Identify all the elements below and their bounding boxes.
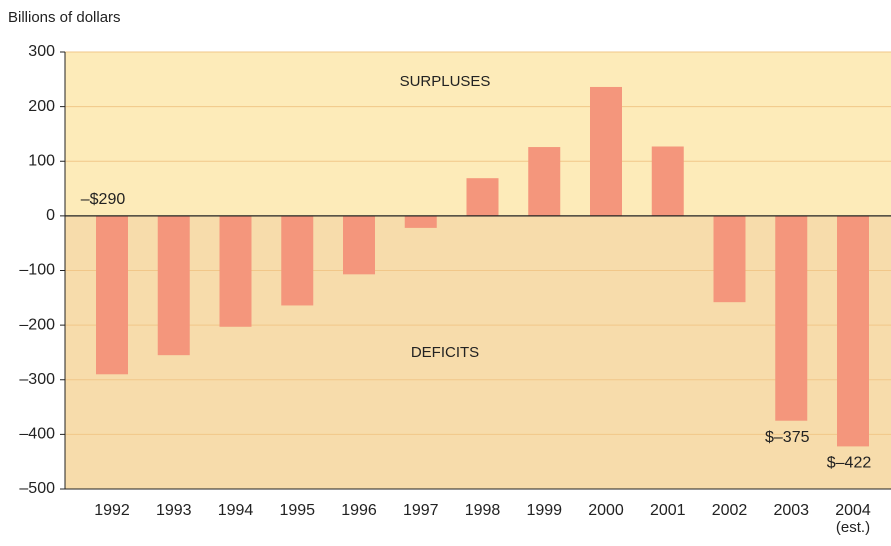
bar xyxy=(343,215,375,275)
bar xyxy=(281,215,314,306)
x-tick-label: 1992 xyxy=(94,502,130,519)
x-tick-label: 1998 xyxy=(465,502,501,519)
y-tick-label: –300 xyxy=(19,371,55,388)
bar xyxy=(775,215,808,421)
deficit-region xyxy=(65,215,891,489)
y-axis-label: Billions of dollars xyxy=(8,9,121,26)
x-tick-label: 1994 xyxy=(218,502,254,519)
bar xyxy=(713,215,746,303)
bar xyxy=(96,215,128,375)
annotation: DEFICITS xyxy=(411,344,479,361)
y-tick-label: –200 xyxy=(19,316,55,333)
bar xyxy=(219,215,252,327)
y-tick-label: 200 xyxy=(28,98,55,115)
x-tick-label: 1996 xyxy=(341,502,377,519)
y-tick-label: –500 xyxy=(19,480,55,497)
y-tick-label: –100 xyxy=(19,262,55,279)
data-label: –$290 xyxy=(81,191,126,208)
annotation: (est.) xyxy=(836,519,870,536)
bar xyxy=(837,215,869,447)
data-label: $–422 xyxy=(827,455,872,472)
x-tick-label: 1997 xyxy=(403,502,439,519)
y-tick-label: 0 xyxy=(46,207,55,224)
x-tick-label: 2003 xyxy=(773,502,809,519)
annotation: SURPLUSES xyxy=(400,73,491,90)
bar xyxy=(528,147,561,216)
x-tick-label: 1993 xyxy=(156,502,192,519)
x-tick-label: 1995 xyxy=(279,502,315,519)
data-label: $–375 xyxy=(765,429,810,446)
y-tick-label: 300 xyxy=(28,43,55,60)
bar xyxy=(404,215,437,228)
bar xyxy=(466,178,499,216)
x-tick-label: 2002 xyxy=(712,502,748,519)
x-tick-label: 2001 xyxy=(650,502,686,519)
y-tick-label: 100 xyxy=(28,152,55,169)
x-tick-label: 2004 xyxy=(835,502,871,519)
bar xyxy=(590,86,622,216)
y-tick-label: –400 xyxy=(19,426,55,443)
bar xyxy=(157,215,190,356)
bar xyxy=(651,146,684,216)
x-tick-label: 1999 xyxy=(526,502,562,519)
x-tick-label: 2000 xyxy=(588,502,624,519)
